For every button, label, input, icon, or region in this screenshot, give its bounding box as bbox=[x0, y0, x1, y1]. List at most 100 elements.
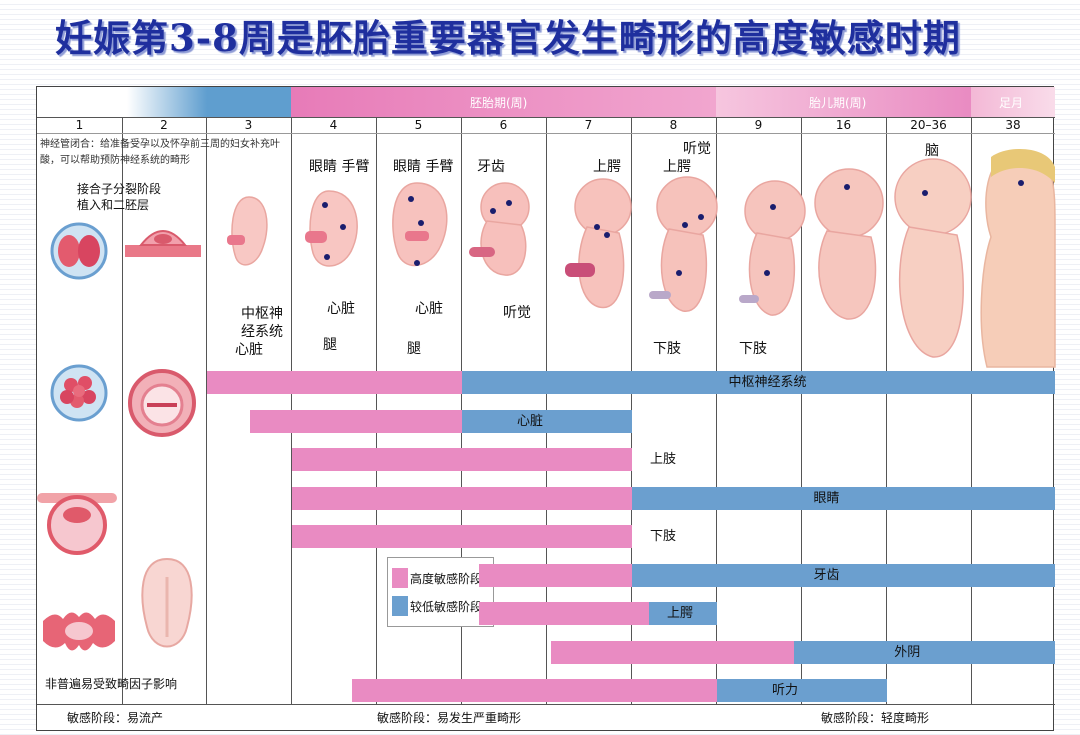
col-divider bbox=[971, 117, 972, 704]
col-divider bbox=[886, 117, 887, 704]
bar-high-8 bbox=[551, 640, 794, 664]
page-title: 妊娠第3-8周是胚胎重要器官发生畸形的高度敏感时期 bbox=[55, 16, 961, 60]
legend-label-high: 高度敏感阶段 bbox=[410, 572, 483, 586]
term-label: 足月 bbox=[999, 96, 1024, 110]
header-band-preembryo bbox=[127, 87, 207, 117]
week-label-20-36: 20–36 bbox=[910, 118, 947, 132]
bar-high-6 bbox=[479, 563, 632, 587]
organ-label-lower-limb: 下肢 bbox=[653, 341, 681, 357]
embryonic-disc-illustration bbox=[141, 557, 193, 648]
stage-label-cleavage: 接合子分裂阶段 bbox=[77, 182, 162, 196]
organ-label-lower-limb: 下肢 bbox=[739, 341, 767, 357]
bar-label-2: 心脏 bbox=[517, 413, 544, 429]
organ-label-heart: 心脏 bbox=[415, 301, 443, 317]
bar-label-9: 听力 bbox=[772, 683, 799, 698]
organ-label-leg: 腿 bbox=[407, 341, 421, 357]
footer-stage-mild: 敏感阶段：轻度畸形 bbox=[821, 711, 930, 725]
fetus-week-20-36-illustration bbox=[894, 158, 972, 358]
bar-low-9 bbox=[717, 679, 887, 702]
organ-label-eyes-arms: 眼睛 手臂 bbox=[309, 159, 370, 175]
week-label-6: 6 bbox=[499, 118, 508, 132]
bar-high-4 bbox=[292, 486, 632, 510]
col-divider bbox=[716, 117, 717, 704]
stage-label-implantation: 植入和二胚层 bbox=[77, 198, 150, 212]
bar-label-7: 上腭 bbox=[667, 606, 694, 621]
bar-label-6: 牙齿 bbox=[813, 567, 840, 583]
week-label-3: 3 bbox=[244, 118, 253, 132]
bilaminar-disc-illustration bbox=[128, 369, 196, 437]
week-label-4: 4 bbox=[329, 118, 338, 132]
bar-low-7 bbox=[649, 602, 717, 625]
organ-label-cns: 中枢神 bbox=[241, 306, 283, 322]
legend-swatch-low bbox=[392, 596, 408, 616]
embryo-period-label: 胚胎期(周) bbox=[470, 96, 528, 110]
blastocyst-illustration bbox=[37, 493, 117, 555]
fetus-week-9-illustration bbox=[739, 180, 806, 316]
bar-high-7 bbox=[479, 602, 649, 625]
header-band-term bbox=[971, 87, 1055, 117]
organ-label-leg: 腿 bbox=[323, 337, 337, 353]
legend-label-low: 较低敏感阶段 bbox=[410, 600, 483, 614]
organ-label-cns-2: 经系统 bbox=[241, 324, 283, 340]
organ-label-hearing: 听觉 bbox=[503, 305, 531, 321]
bar-high-5 bbox=[292, 525, 632, 548]
col-divider bbox=[801, 117, 802, 704]
week-row-divider bbox=[37, 133, 1055, 134]
col-divider bbox=[122, 117, 123, 704]
organ-label-hearing: 听觉 bbox=[683, 141, 711, 157]
fetus-week-8-illustration bbox=[649, 176, 718, 312]
organ-label-heart: 心脏 bbox=[235, 342, 263, 358]
week-label-16: 16 bbox=[835, 118, 852, 132]
organ-label-teeth: 牙齿 bbox=[477, 159, 505, 175]
embryo-week-4-illustration bbox=[305, 190, 358, 267]
organ-label-brain: 脑 bbox=[925, 143, 939, 159]
bar-high-9 bbox=[351, 679, 717, 702]
week-label-8: 8 bbox=[669, 118, 678, 132]
bar-low-1 bbox=[462, 371, 1055, 394]
organ-label-palate: 上腭 bbox=[663, 159, 691, 175]
implantation-illustration-1 bbox=[43, 612, 115, 651]
legend: 高度敏感阶段 较低敏感阶段 bbox=[387, 557, 494, 627]
embryo-week-5-illustration bbox=[392, 182, 448, 267]
bar-label-5: 下肢 bbox=[650, 529, 677, 544]
bar-high-2 bbox=[249, 409, 462, 433]
header-band-embryo bbox=[291, 87, 716, 117]
legend-swatch-high bbox=[392, 568, 408, 588]
embryo-week-6-illustration bbox=[469, 182, 530, 276]
week-label-38: 38 bbox=[1005, 118, 1021, 132]
week-label-7: 7 bbox=[584, 118, 593, 132]
bar-label-4: 眼睛 bbox=[813, 490, 840, 506]
zygote-two-cell-illustration bbox=[50, 222, 108, 280]
week-label-2: 2 bbox=[160, 118, 168, 132]
col-divider bbox=[206, 117, 207, 704]
embryo-week-3-illustration bbox=[227, 196, 268, 266]
footer-stage-miscarriage: 敏感阶段：易流产 bbox=[67, 711, 164, 725]
header-band-fetal bbox=[716, 87, 971, 117]
bar-low-8 bbox=[793, 640, 1055, 664]
bar-low-6 bbox=[632, 563, 1055, 587]
implantation-illustration-2 bbox=[125, 230, 201, 257]
week-label-5: 5 bbox=[414, 118, 423, 132]
fetus-week-38-illustration bbox=[980, 148, 1056, 368]
bar-high-3 bbox=[292, 448, 632, 471]
organ-label-heart: 心脏 bbox=[327, 301, 355, 317]
bar-low-4 bbox=[632, 486, 1055, 510]
footer-stage-severe: 敏感阶段：易发生严重畸形 bbox=[377, 711, 522, 725]
bar-label-3: 上肢 bbox=[650, 452, 677, 467]
fetal-period-label: 胎儿期(周) bbox=[809, 96, 867, 110]
bar-high-1 bbox=[207, 371, 462, 394]
teratogen-sensitivity-chart: 胚胎期(周) 胎儿期(周) 足月 1 2 3 4 5 6 7 8 9 16 20… bbox=[36, 86, 1056, 731]
footer-divider bbox=[37, 704, 1055, 705]
fetus-week-16-illustration bbox=[814, 168, 884, 320]
insensitive-note: 非普遍易受致畸因子影响 bbox=[45, 677, 178, 691]
bar-label-1: 中枢神经系统 bbox=[728, 375, 807, 390]
morula-illustration bbox=[50, 364, 108, 422]
week-label-9: 9 bbox=[754, 118, 763, 132]
bar-label-8: 外阴 bbox=[894, 644, 921, 660]
bar-low-2 bbox=[462, 409, 632, 433]
organ-label-eyes-arms: 眼睛 手臂 bbox=[393, 159, 454, 175]
organ-label-palate: 上腭 bbox=[593, 159, 621, 175]
embryo-week-7-illustration bbox=[565, 178, 632, 309]
header-band-week3 bbox=[207, 87, 291, 117]
week-label-1: 1 bbox=[75, 118, 84, 132]
